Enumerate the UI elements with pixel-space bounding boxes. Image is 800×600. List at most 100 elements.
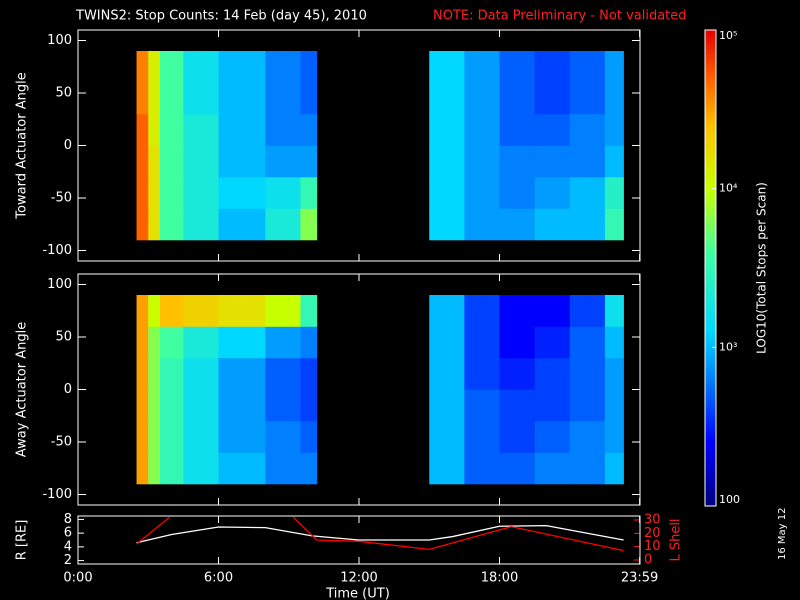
heatmap-cell <box>136 145 149 178</box>
heatmap-cell <box>464 208 500 241</box>
heatmap-cell <box>183 82 219 115</box>
heatmap-cell <box>148 82 161 115</box>
heatmap-cell <box>136 208 149 241</box>
heatmap-cell <box>604 326 624 359</box>
heatmap-cell <box>300 326 318 359</box>
y-tick-label: -100 <box>42 243 72 258</box>
heatmap-cell <box>569 51 606 83</box>
heatmap-cell <box>265 82 301 115</box>
heatmap-cell <box>464 82 500 115</box>
heatmap-cell <box>569 145 606 178</box>
heatmap-cell <box>464 358 500 390</box>
series-line <box>136 524 624 544</box>
heatmap-cell <box>218 51 266 83</box>
heatmap-cell <box>265 326 301 359</box>
heatmap-cell <box>218 208 266 241</box>
heatmap-cell <box>136 82 149 115</box>
heatmap-cell <box>218 326 266 359</box>
heatmap-cell <box>499 177 535 209</box>
heatmap-cell <box>429 326 465 359</box>
x-tick-label: 18:00 <box>481 571 518 586</box>
heatmap-cell <box>464 145 500 178</box>
heatmap-cell <box>464 114 500 146</box>
heatmap-cell <box>265 208 301 241</box>
heatmap-cell <box>464 326 500 359</box>
heatmap-cell <box>569 326 606 359</box>
heatmap-cell <box>604 421 624 453</box>
heatmap-cell <box>534 389 571 422</box>
heatmap-cell <box>569 421 606 453</box>
y-tick-label: 6 <box>64 526 72 541</box>
heatmap-cell <box>136 295 149 327</box>
heatmap-cell <box>499 82 535 115</box>
heatmap-cell <box>218 358 266 390</box>
heatmap-cell <box>136 177 149 209</box>
y-axis-label: Toward Actuator Angle <box>15 72 30 219</box>
y2-tick-label: 0 <box>644 553 652 568</box>
heatmap-cell <box>429 51 465 83</box>
heatmap-cell <box>300 114 318 146</box>
heatmap-cell <box>534 358 571 390</box>
heatmap-cell <box>265 358 301 390</box>
heatmap-cell <box>265 51 301 83</box>
heatmap-cell <box>569 114 606 146</box>
heatmap-cell <box>183 358 219 390</box>
heatmap-cell <box>534 51 571 83</box>
heatmap-cell <box>218 177 266 209</box>
y-tick-label: 2 <box>64 553 72 568</box>
y-tick-label: 0 <box>64 138 72 153</box>
heatmap-cell <box>429 114 465 146</box>
heatmap-cell <box>148 421 161 453</box>
heatmap-cell <box>148 177 161 209</box>
heatmap-cell <box>159 452 184 485</box>
heatmap-cell <box>300 389 318 422</box>
heatmap-cell <box>300 358 318 390</box>
heatmap-cell <box>534 208 571 241</box>
y-tick-label: 100 <box>47 33 72 48</box>
heatmap-cell <box>499 114 535 146</box>
y-tick-label: 4 <box>64 539 72 554</box>
heatmap-cell <box>429 208 465 241</box>
heatmap-cell <box>499 295 535 327</box>
heatmap-cell <box>136 114 149 146</box>
heatmap-cell <box>218 295 266 327</box>
heatmap-cell <box>218 82 266 115</box>
heatmap-cell <box>604 389 624 422</box>
heatmap-cell <box>136 452 149 485</box>
heatmap-cell <box>148 208 161 241</box>
heatmap-cell <box>569 389 606 422</box>
heatmap-cell <box>148 358 161 390</box>
colorbar-tick-label: 10³ <box>719 340 737 353</box>
y2-tick-label: 20 <box>644 526 661 541</box>
heatmap-cell <box>265 145 301 178</box>
heatmap-cell <box>136 421 149 453</box>
heatmap-cell <box>429 295 465 327</box>
heatmap-cell <box>148 51 161 83</box>
heatmap-cell <box>429 177 465 209</box>
heatmap-cell <box>569 452 606 485</box>
heatmap-cell <box>604 208 624 241</box>
heatmap-cell <box>569 82 606 115</box>
heatmap-cell <box>300 421 318 453</box>
heatmap-cell <box>604 452 624 485</box>
heatmap-cell <box>159 208 184 241</box>
heatmap-cell <box>499 208 535 241</box>
heatmap-cell <box>183 114 219 146</box>
heatmap-cell <box>300 452 318 485</box>
heatmap-cell <box>265 452 301 485</box>
heatmap-cell <box>265 177 301 209</box>
heatmap-cell <box>159 421 184 453</box>
heatmap-cell <box>300 177 318 209</box>
y-tick-label: 50 <box>55 86 72 101</box>
heatmap-cell <box>569 295 606 327</box>
heatmap-cell <box>218 145 266 178</box>
heatmap-cell <box>464 421 500 453</box>
y-tick-label: 100 <box>47 277 72 292</box>
y-tick-label: -50 <box>51 191 72 206</box>
y-tick-label: -50 <box>51 435 72 450</box>
heatmap-cell <box>148 452 161 485</box>
heatmap-cell <box>604 177 624 209</box>
heatmap-cell <box>136 389 149 422</box>
heatmap-cell <box>218 421 266 453</box>
y-tick-label: 0 <box>64 382 72 397</box>
